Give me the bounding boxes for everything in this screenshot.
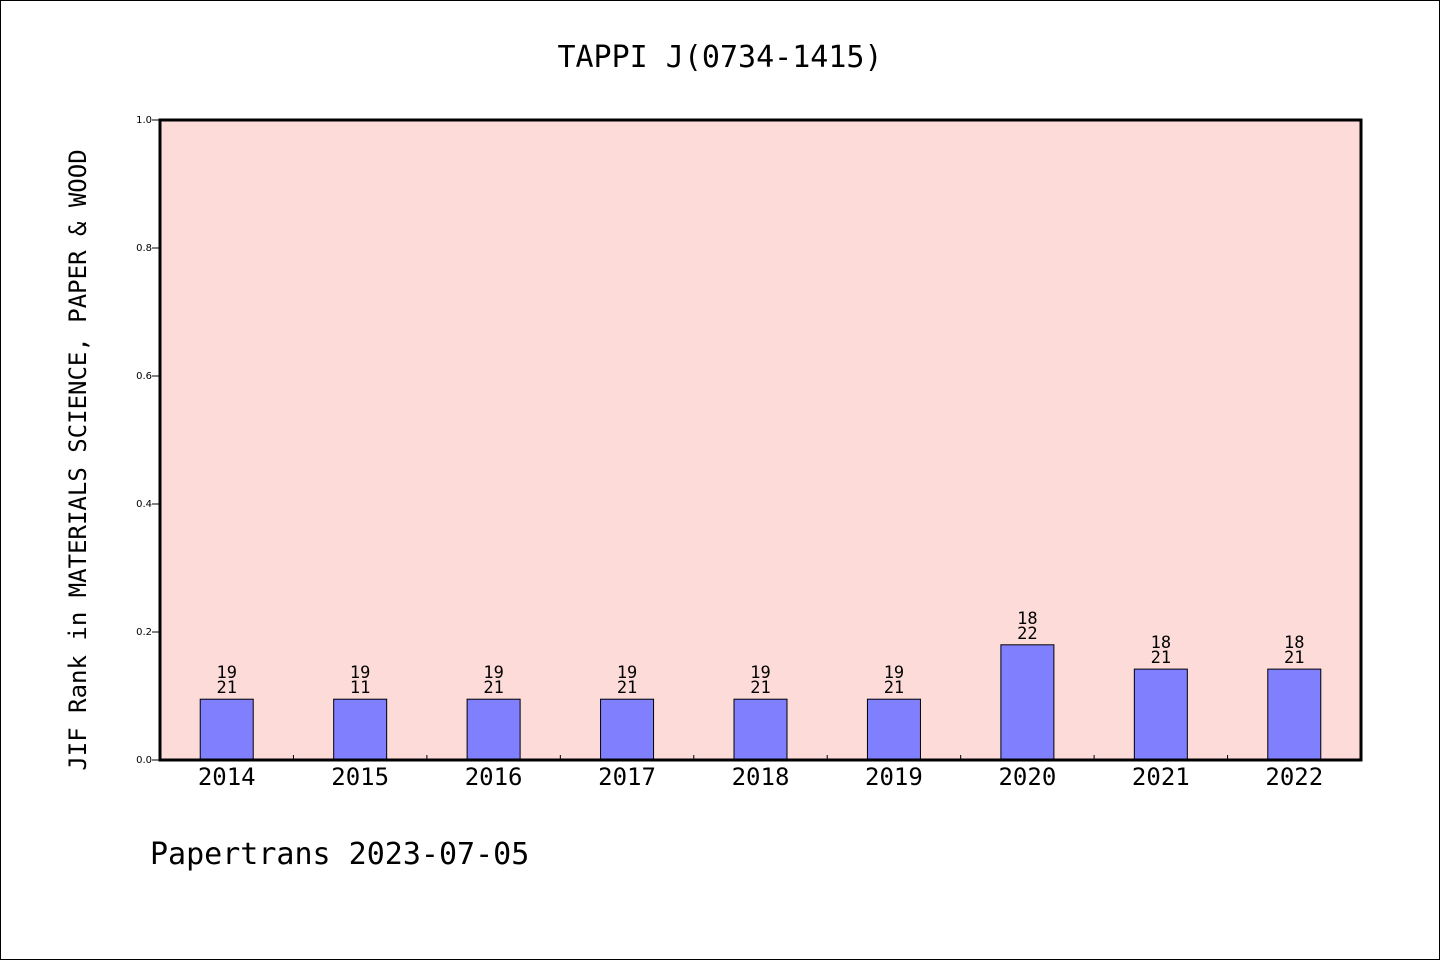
bar-label-top: 19 [617, 663, 637, 683]
bar-label-bottom: 22 [1017, 624, 1037, 644]
bar [733, 698, 788, 761]
y-axis: 0.0 0.2 0.4 0.6 0.8 1.0 [136, 115, 160, 766]
plot-border [158, 118, 1363, 762]
bar [333, 698, 388, 761]
bar-label-bottom: 21 [1151, 648, 1171, 668]
bar [1267, 668, 1322, 761]
bar-label-bottom: 21 [884, 678, 904, 698]
bar-label-bottom: 21 [750, 678, 770, 698]
x-tick-label: 2017 [598, 763, 656, 791]
plot-area [160, 120, 1361, 760]
y-tick-label: 0.0 [136, 755, 152, 766]
bar-label-top: 19 [884, 663, 904, 683]
bar [1133, 668, 1188, 761]
y-axis-label: JIF Rank in MATERIALS SCIENCE, PAPER & W… [64, 149, 92, 770]
bar-label-top: 19 [483, 663, 503, 683]
bar-label-bottom: 21 [216, 678, 236, 698]
y-tick-label: 0.8 [136, 243, 152, 254]
y-tick-label: 0.6 [136, 371, 152, 382]
y-tick-label: 0.4 [136, 499, 152, 510]
bar [466, 698, 521, 761]
bar [866, 698, 921, 761]
bar-label-bottom: 21 [1284, 648, 1304, 668]
x-tick-label: 2018 [732, 763, 790, 791]
bar-label-bottom: 11 [350, 678, 370, 698]
bar-label-bottom: 21 [483, 678, 503, 698]
bar-label-top: 18 [1284, 633, 1304, 653]
footer-credit: Papertrans 2023-07-05 [150, 837, 529, 872]
x-tick-label: 2019 [865, 763, 923, 791]
chart-title: TAPPI J(0734-1415) [557, 40, 882, 75]
bar [199, 698, 254, 761]
x-tick-label: 2021 [1132, 763, 1190, 791]
bar [1000, 644, 1055, 761]
bar-label-top: 18 [1151, 633, 1171, 653]
x-tick-label: 2014 [198, 763, 256, 791]
y-tick-label: 1.0 [136, 115, 152, 126]
x-axis: 2014 2015 2016 2017 2018 2019 2020 2021 2022 [198, 755, 1323, 791]
x-tick-label: 2020 [998, 763, 1056, 791]
bar-label-bottom: 21 [617, 678, 637, 698]
bar-label-top: 19 [350, 663, 370, 683]
bar [600, 698, 655, 761]
bar-label-top: 18 [1017, 609, 1037, 629]
bar-label-top: 19 [216, 663, 236, 683]
x-tick-label: 2016 [465, 763, 523, 791]
x-tick-label: 2022 [1265, 763, 1323, 791]
x-tick-label: 2015 [331, 763, 389, 791]
y-tick-label: 0.2 [136, 627, 152, 638]
bar-label-top: 19 [750, 663, 770, 683]
